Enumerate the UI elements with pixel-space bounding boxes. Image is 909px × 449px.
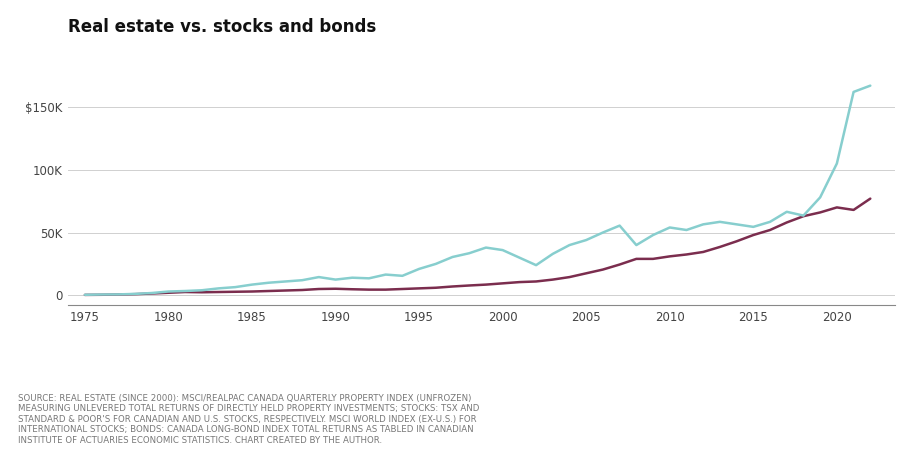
Text: Real estate vs. stocks and bonds: Real estate vs. stocks and bonds [68,18,376,36]
Text: SOURCE: REAL ESTATE (SINCE 2000): MSCI/REALPAC CANADA QUARTERLY PROPERTY INDEX (: SOURCE: REAL ESTATE (SINCE 2000): MSCI/R… [18,394,480,445]
